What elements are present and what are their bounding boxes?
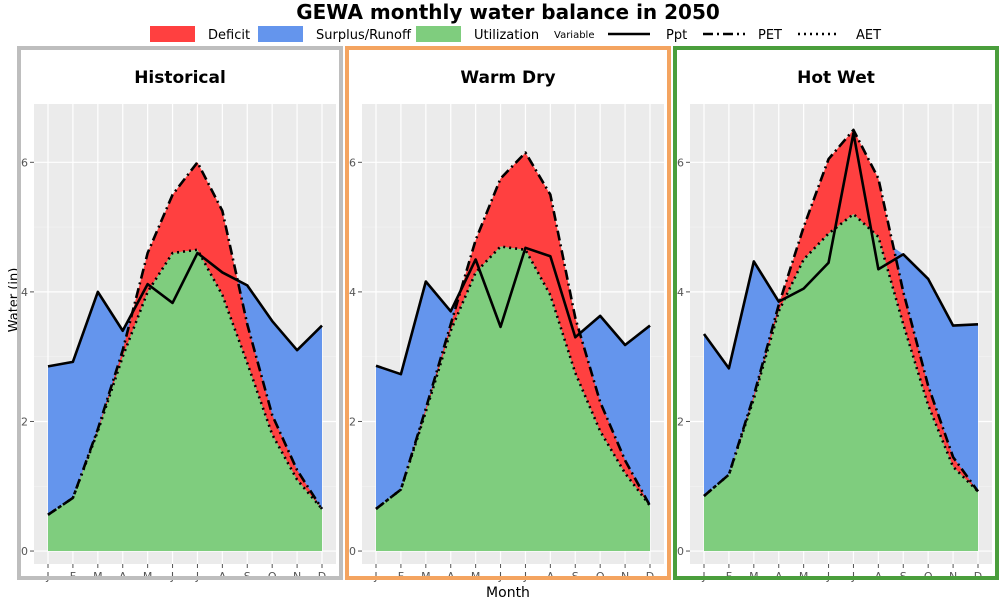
- utilization-area: [376, 246, 650, 552]
- panel-title: Hot Wet: [797, 68, 875, 88]
- chart-title: GEWA monthly water balance in 2050: [296, 0, 720, 24]
- legend-swatch-deficit: [150, 26, 195, 42]
- panel-border: [673, 46, 999, 580]
- y-tick-label: 2: [349, 415, 356, 428]
- y-tick-label: 4: [677, 286, 684, 299]
- legend-label-aet: AET: [856, 28, 881, 43]
- legend-variable-title: Variable: [554, 30, 595, 41]
- series-line-ppt: [375, 246, 651, 376]
- y-tick-label: 4: [349, 286, 356, 299]
- deficit-area: [376, 152, 650, 509]
- legend-swatch-utilization: [416, 26, 461, 42]
- utilization-area: [704, 214, 978, 552]
- utilization-area: [48, 249, 322, 552]
- series-line-aet: [703, 212, 979, 497]
- surplus-area: [48, 249, 322, 515]
- surplus-area: [376, 246, 650, 509]
- y-tick-label: 6: [677, 156, 684, 169]
- y-tick-label: 0: [21, 545, 28, 558]
- y-tick-label: 2: [677, 415, 684, 428]
- deficit-area: [48, 162, 322, 515]
- panel-title: Warm Dry: [460, 68, 555, 88]
- series-line-ppt: [47, 251, 323, 368]
- legend-swatch-surplus: [258, 26, 303, 42]
- legend-label-ppt: Ppt: [666, 28, 687, 43]
- y-tick-label: 4: [21, 286, 28, 299]
- y-tick-label: 2: [21, 415, 28, 428]
- series-line-ppt: [702, 131, 979, 370]
- legend-label-pet: PET: [758, 28, 782, 43]
- y-tick-label: 0: [349, 545, 356, 558]
- series-line-pet: [703, 128, 980, 497]
- x-axis-label: Month: [486, 585, 530, 600]
- legend-label-deficit: Deficit: [208, 28, 250, 43]
- y-tick-label: 6: [21, 156, 28, 169]
- panel-border: [17, 46, 343, 580]
- series-line-pet: [47, 161, 324, 516]
- series-line-aet: [47, 248, 323, 516]
- legend-label-utilization: Utilization: [474, 28, 539, 43]
- y-tick-label: 0: [677, 545, 684, 558]
- legend-label-surplus: Surplus/Runoff: [316, 28, 412, 43]
- panel-border: [345, 46, 671, 580]
- panel-title: Historical: [134, 68, 226, 88]
- legend: GEWA monthly water balance in 2050 Defic…: [150, 0, 881, 43]
- y-tick-label: 6: [349, 156, 356, 169]
